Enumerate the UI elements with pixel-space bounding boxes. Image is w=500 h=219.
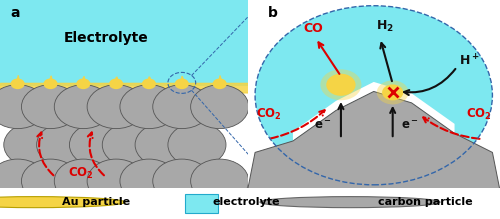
Circle shape (10, 78, 24, 89)
FancyArrowPatch shape (390, 108, 395, 136)
Text: $\mathbf{CO_2}$: $\mathbf{CO_2}$ (466, 107, 491, 122)
Text: b: b (268, 6, 278, 20)
Text: Electrolyte: Electrolyte (64, 31, 148, 45)
Circle shape (190, 159, 248, 203)
Circle shape (70, 123, 128, 167)
Text: electrolyte: electrolyte (212, 197, 280, 207)
Circle shape (54, 159, 112, 203)
Circle shape (87, 85, 145, 129)
Polygon shape (248, 92, 500, 191)
Text: $\mathbf{CO_2}$: $\mathbf{CO_2}$ (68, 166, 94, 181)
Circle shape (326, 74, 356, 96)
Polygon shape (293, 82, 454, 141)
Circle shape (76, 78, 90, 89)
Text: carbon particle: carbon particle (378, 197, 472, 207)
Text: $\mathbf{H^+}$: $\mathbf{H^+}$ (460, 53, 480, 69)
FancyArrowPatch shape (270, 110, 324, 138)
Circle shape (102, 123, 160, 167)
Circle shape (0, 197, 125, 208)
Circle shape (377, 80, 408, 104)
Circle shape (320, 69, 362, 100)
Text: $\mathbf{e^-}$: $\mathbf{e^-}$ (402, 119, 419, 132)
FancyArrowPatch shape (380, 43, 392, 81)
FancyArrowPatch shape (338, 104, 344, 136)
Circle shape (190, 85, 248, 129)
Text: $\mathbf{e^-}$: $\mathbf{e^-}$ (314, 119, 332, 132)
Circle shape (36, 123, 94, 167)
Circle shape (255, 6, 492, 185)
Circle shape (22, 159, 80, 203)
Text: $\mathbf{H_2}$: $\mathbf{H_2}$ (376, 19, 394, 34)
Circle shape (382, 84, 404, 100)
FancyArrowPatch shape (38, 132, 54, 175)
FancyArrowPatch shape (318, 42, 340, 74)
Circle shape (120, 85, 178, 129)
Circle shape (174, 78, 189, 89)
Bar (0, 0, 252, 86)
FancyArrowPatch shape (404, 69, 456, 95)
Circle shape (54, 85, 112, 129)
FancyArrowPatch shape (424, 117, 480, 139)
Circle shape (212, 78, 226, 89)
FancyArrowPatch shape (88, 132, 104, 175)
Circle shape (135, 123, 193, 167)
Circle shape (22, 85, 80, 129)
Circle shape (0, 159, 46, 203)
Text: a: a (10, 6, 20, 20)
Circle shape (153, 85, 211, 129)
Text: $\mathbf{CO_2}$: $\mathbf{CO_2}$ (256, 107, 282, 122)
Circle shape (120, 159, 178, 203)
FancyBboxPatch shape (185, 194, 218, 213)
Text: Au particle: Au particle (62, 197, 130, 207)
Text: CO: CO (304, 22, 323, 35)
Circle shape (0, 85, 46, 129)
Circle shape (255, 6, 492, 185)
Circle shape (260, 197, 440, 208)
Circle shape (153, 159, 211, 203)
Circle shape (44, 78, 58, 89)
Circle shape (168, 123, 226, 167)
Circle shape (87, 159, 145, 203)
Circle shape (109, 78, 123, 89)
Circle shape (142, 78, 156, 89)
Circle shape (4, 123, 62, 167)
